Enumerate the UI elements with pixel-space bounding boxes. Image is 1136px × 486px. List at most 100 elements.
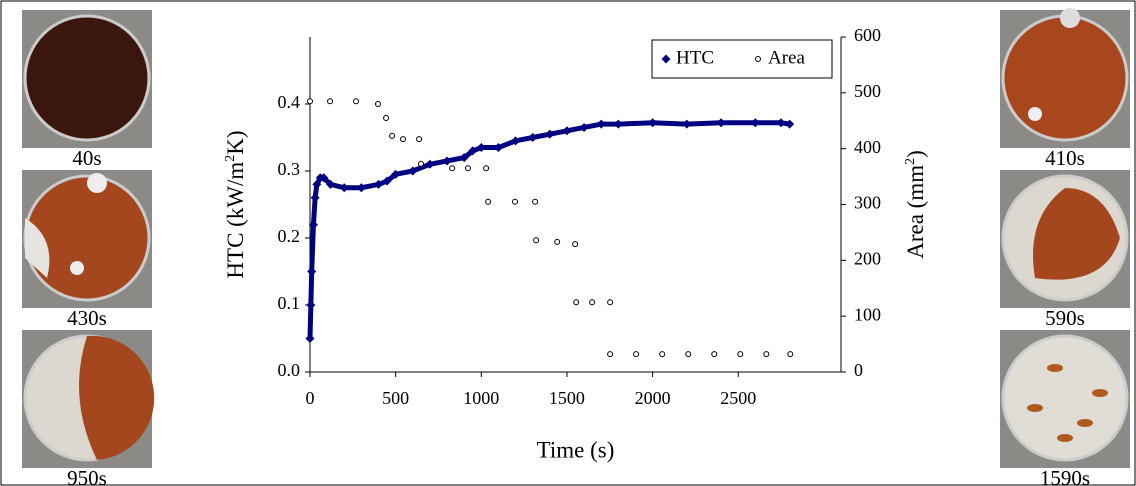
y-tick-label: 0.4 [278, 92, 301, 112]
point [512, 198, 519, 205]
point [416, 136, 423, 143]
point [716, 118, 726, 128]
y2-tick-label: 0 [854, 360, 863, 380]
point [408, 166, 418, 176]
point [763, 351, 770, 358]
x-axis-title: Time (s) [537, 437, 615, 462]
x-tick-label: 1500 [549, 388, 585, 408]
y-tick-label: 0.3 [278, 159, 301, 179]
point [307, 267, 317, 276]
x-tick-label: 1000 [463, 388, 499, 408]
point [468, 146, 478, 156]
point [493, 143, 503, 153]
point [483, 165, 490, 172]
photo-patch [1057, 434, 1073, 442]
point [648, 118, 658, 128]
point [682, 119, 692, 129]
point [685, 351, 692, 358]
y-axis-title-part: K) [223, 130, 248, 154]
y-axis-title: HTC (kW/m2K) [223, 130, 249, 278]
y2-axis-title-part: ) [903, 150, 928, 158]
point [307, 98, 313, 105]
photo-patch [87, 173, 107, 193]
point [737, 351, 744, 358]
point [310, 193, 320, 203]
photo-patch [1033, 188, 1120, 280]
photo-patch [1092, 389, 1108, 397]
point [449, 165, 456, 172]
y2-tick-label: 600 [854, 25, 881, 45]
point [356, 183, 366, 193]
point [750, 118, 760, 128]
point [312, 179, 322, 189]
photo-patch [1047, 364, 1063, 372]
x-tick-label: 0 [306, 388, 315, 408]
point [532, 198, 539, 205]
point [382, 176, 392, 186]
point [400, 136, 407, 143]
point [464, 165, 471, 172]
point [375, 101, 382, 107]
point [425, 159, 435, 169]
point [417, 160, 424, 167]
point [374, 179, 384, 189]
legend-box [651, 39, 833, 79]
photo-disc [23, 14, 151, 142]
point [633, 351, 640, 358]
y2-tick-label: 400 [854, 137, 881, 157]
y2-axis-title: Area (mm2) [903, 150, 929, 259]
point [785, 119, 795, 129]
y-axis-title-part: HTC (kW/m [223, 162, 248, 279]
point [607, 299, 614, 306]
photo-label: 430s [67, 306, 107, 330]
point [353, 98, 360, 105]
y2-tick-label: 200 [854, 248, 881, 268]
point [305, 334, 315, 343]
photo-label: 1590s [1040, 466, 1090, 486]
point [459, 153, 469, 163]
photo-label: 40s [72, 146, 101, 170]
legend-marker [661, 54, 671, 64]
point [545, 129, 555, 139]
x-tick-label: 2000 [635, 388, 671, 408]
y2-axis-title-part: Area (mm [903, 165, 928, 259]
point [711, 351, 718, 358]
point [308, 220, 318, 230]
photo-patch [1060, 8, 1080, 28]
point [339, 183, 349, 193]
point [442, 156, 452, 166]
point [579, 122, 589, 132]
point [554, 238, 561, 245]
point [787, 351, 794, 358]
photo-patch [79, 335, 155, 460]
point [326, 179, 336, 189]
point [589, 299, 596, 306]
legend-label: HTC [676, 47, 714, 68]
photo-patch [1027, 404, 1043, 412]
point [776, 118, 786, 128]
x-tick-label: 2500 [720, 388, 756, 408]
photo-patch [25, 218, 50, 278]
point [607, 351, 614, 358]
point [476, 143, 486, 153]
y2-axis-title-part: 2 [903, 158, 918, 165]
photo-label: 410s [1045, 146, 1085, 170]
point [573, 299, 580, 306]
point [327, 98, 334, 105]
point [306, 300, 316, 310]
photo-patch [1028, 107, 1042, 121]
photo-label: 950s [67, 466, 107, 486]
y2-tick-label: 300 [854, 193, 881, 213]
point [391, 169, 401, 179]
point [572, 241, 579, 248]
y-tick-label: 0.0 [278, 360, 301, 380]
legend-label: Area [768, 47, 805, 68]
photo-label: 590s [1045, 306, 1085, 330]
y2-tick-label: 500 [854, 81, 881, 101]
point [319, 173, 329, 183]
y-axis-title-part: 2 [223, 155, 238, 162]
point [613, 119, 623, 129]
point [562, 126, 572, 136]
